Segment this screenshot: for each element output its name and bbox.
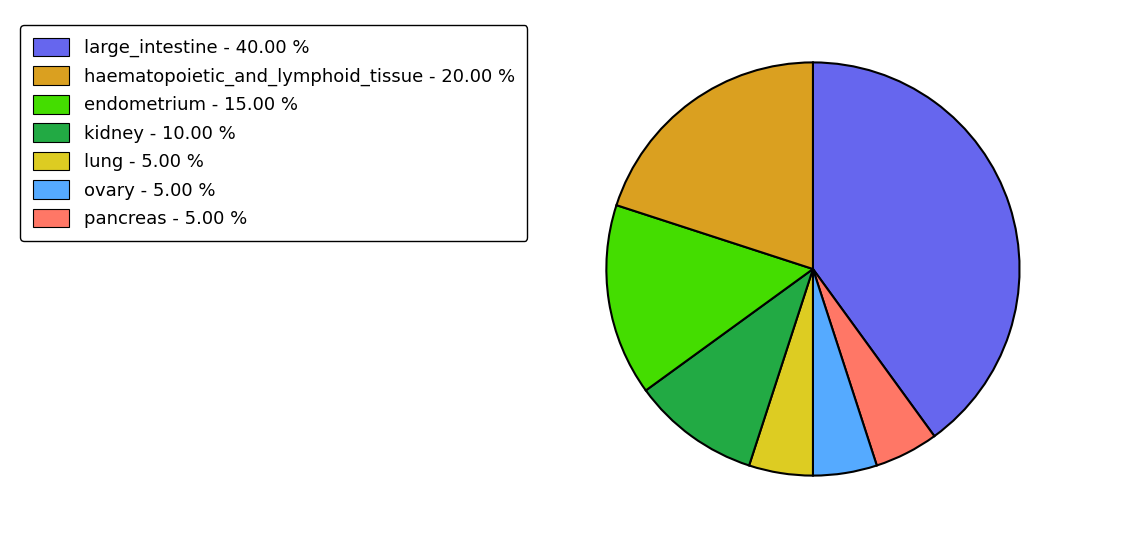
Wedge shape — [607, 205, 813, 391]
Wedge shape — [813, 269, 877, 476]
Wedge shape — [813, 62, 1019, 436]
Wedge shape — [813, 269, 934, 465]
Wedge shape — [749, 269, 813, 476]
Wedge shape — [616, 62, 813, 269]
Wedge shape — [646, 269, 813, 465]
Legend: large_intestine - 40.00 %, haematopoietic_and_lymphoid_tissue - 20.00 %, endomet: large_intestine - 40.00 %, haematopoieti… — [21, 25, 528, 240]
